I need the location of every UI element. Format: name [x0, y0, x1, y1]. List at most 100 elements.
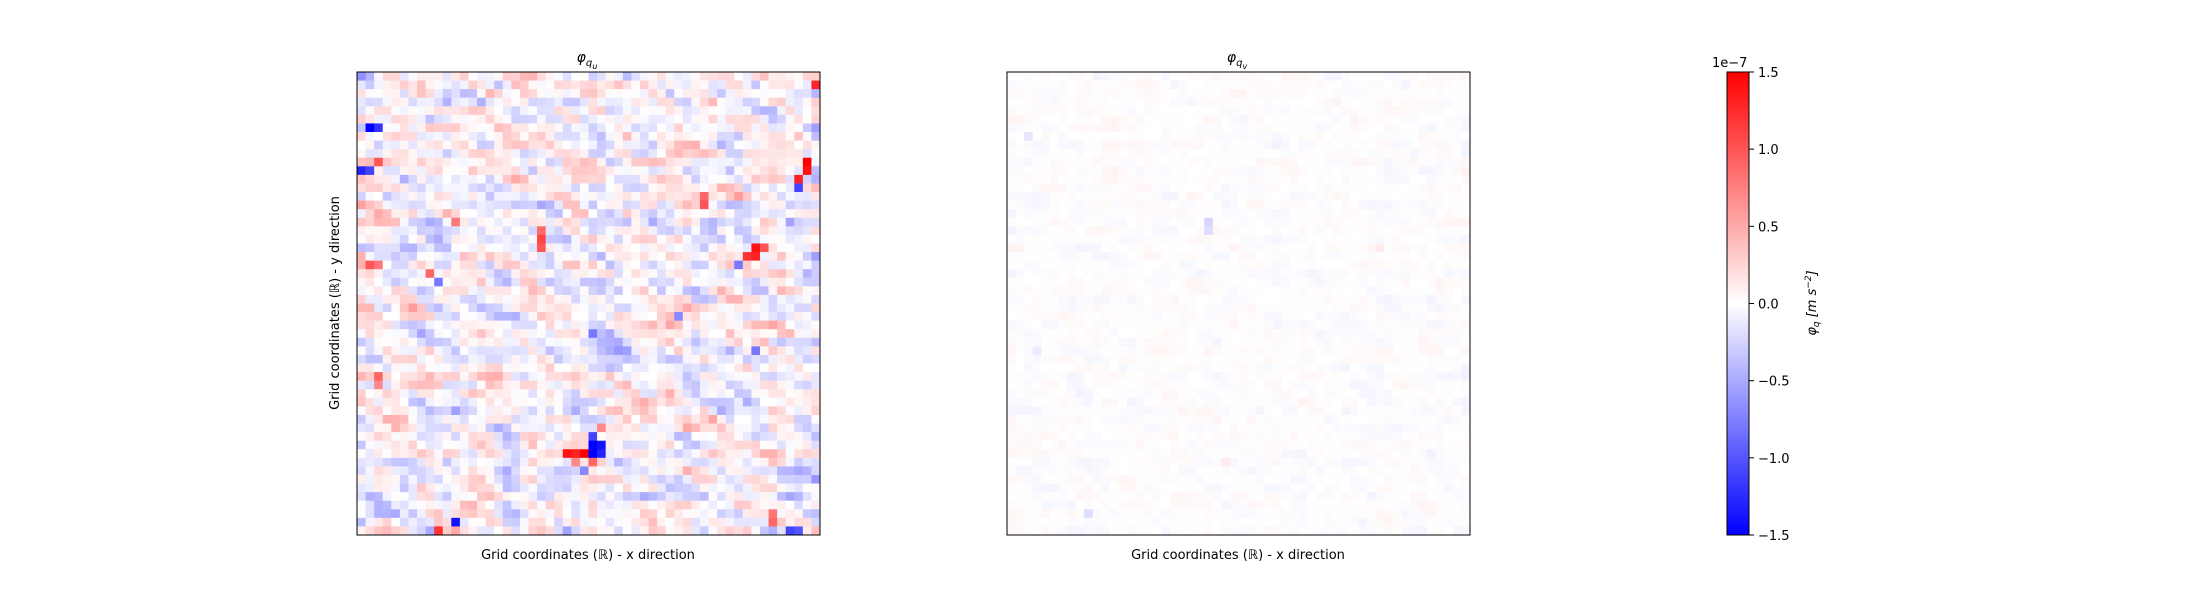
heatmap-cell [674, 209, 684, 219]
heatmap-cell [1075, 243, 1085, 253]
heatmap-cell [699, 243, 709, 253]
heatmap-cell [768, 183, 778, 193]
title-qv: φqv [1227, 50, 1248, 71]
heatmap-cell [691, 389, 701, 399]
heatmap-cell [494, 457, 504, 467]
heatmap-cell [1332, 174, 1342, 184]
heatmap-cell [1195, 234, 1205, 244]
heatmap-cell [1401, 114, 1411, 124]
heatmap-cell [442, 72, 452, 81]
heatmap-cell [434, 157, 444, 167]
heatmap-cell [682, 423, 692, 433]
heatmap-cell [357, 517, 366, 527]
heatmap-cell [485, 509, 495, 519]
heatmap-cell [1118, 372, 1128, 382]
heatmap-cell [682, 466, 692, 476]
heatmap-cell [434, 389, 444, 399]
heatmap-cell [1109, 166, 1119, 176]
heatmap-cell [1255, 209, 1265, 219]
heatmap-cell [794, 389, 804, 399]
heatmap-cell [631, 243, 641, 253]
heatmap-cell [777, 517, 787, 527]
heatmap-cell [1392, 294, 1402, 304]
heatmap-cell [554, 209, 564, 219]
heatmap-cell [794, 269, 804, 279]
heatmap-cell [1067, 354, 1076, 364]
heatmap-cell [1427, 192, 1437, 202]
heatmap-cell [468, 474, 478, 484]
heatmap-cell [511, 97, 521, 107]
heatmap-cell [1375, 260, 1385, 270]
heatmap-cell [365, 260, 375, 270]
heatmap-cell [374, 389, 384, 399]
heatmap-cell [365, 234, 375, 244]
heatmap-cell [537, 500, 547, 510]
heatmap-cell [1127, 97, 1137, 107]
heatmap-cell [365, 337, 375, 347]
heatmap-cell [1169, 183, 1179, 193]
heatmap-cell [1332, 354, 1342, 364]
heatmap-cell [1212, 354, 1222, 364]
heatmap-cell [708, 372, 718, 382]
heatmap-cell [1444, 157, 1454, 167]
heatmap-cell [528, 226, 538, 236]
heatmap-cell [459, 294, 469, 304]
heatmap-cell [1152, 183, 1162, 193]
heatmap-cell [742, 354, 752, 364]
heatmap-cell [734, 466, 744, 476]
heatmap-cell [1375, 303, 1385, 313]
heatmap-cell [1427, 346, 1437, 356]
heatmap-cell [1349, 320, 1359, 330]
heatmap-cell [691, 277, 701, 287]
heatmap-cell [742, 363, 752, 373]
heatmap-cell [708, 89, 718, 99]
heatmap-cell [1024, 320, 1034, 330]
heatmap-cell [1367, 389, 1377, 399]
heatmap-cell [1289, 363, 1299, 373]
heatmap-cell [1375, 174, 1385, 184]
heatmap-cell [682, 474, 692, 484]
heatmap-cell [751, 200, 761, 210]
heatmap-cell [374, 166, 384, 176]
heatmap-cell [1204, 320, 1214, 330]
heatmap-cell [511, 200, 521, 210]
heatmap-cell [459, 432, 469, 442]
heatmap-cell [1401, 226, 1411, 236]
heatmap-cell [545, 140, 555, 150]
heatmap-cell [622, 423, 632, 433]
heatmap-cell [1392, 114, 1402, 124]
heatmap-cell [1221, 106, 1231, 116]
heatmap-cell [674, 432, 684, 442]
heatmap-cell [417, 252, 426, 262]
heatmap-cell [1229, 132, 1239, 141]
heatmap-cell [1084, 294, 1094, 304]
heatmap-cell [528, 123, 538, 133]
heatmap-cell [1324, 286, 1334, 296]
heatmap-cell [399, 526, 409, 536]
heatmap-cell [802, 183, 812, 193]
heatmap-cell [1178, 337, 1188, 347]
heatmap-cell [571, 183, 581, 193]
heatmap-cell [1109, 149, 1119, 159]
heatmap-cell [382, 277, 392, 287]
heatmap-cell [511, 192, 521, 202]
heatmap-cell [1067, 303, 1076, 313]
heatmap-cell [759, 363, 769, 373]
heatmap-cell [674, 260, 684, 270]
heatmap-cell [1272, 277, 1282, 287]
heatmap-cell [1084, 217, 1094, 227]
heatmap-cell [1144, 260, 1154, 270]
heatmap-cell [1272, 372, 1282, 382]
heatmap-cell [1221, 337, 1231, 347]
heatmap-cell [502, 380, 512, 390]
heatmap-cell [494, 243, 504, 253]
heatmap-cell [1041, 269, 1051, 279]
heatmap-cell [1101, 354, 1111, 364]
heatmap-cell [459, 380, 469, 390]
heatmap-cell [631, 80, 641, 90]
heatmap-cell [1195, 166, 1205, 176]
heatmap-cell [1298, 252, 1308, 262]
heatmap-cell [691, 329, 701, 339]
heatmap-cell [1272, 192, 1282, 202]
heatmap-cell [357, 346, 366, 356]
